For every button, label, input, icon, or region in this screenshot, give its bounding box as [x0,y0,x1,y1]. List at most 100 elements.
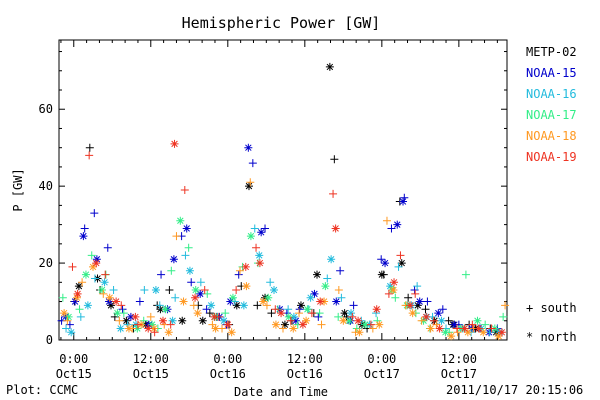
point-noaa-15-north [415,297,424,306]
point-noaa-16-south [266,278,275,287]
point-noaa-15-south [248,159,257,168]
point-noaa-17-north [176,216,185,225]
point-noaa-18-north [259,297,268,306]
point-noaa-18-north [211,324,220,333]
point-noaa-18-north [463,328,472,337]
point-noaa-19-south [468,320,477,329]
point-metp-02-south [205,309,214,318]
point-noaa-17-north [321,282,330,291]
point-noaa-19-north [92,259,101,268]
x-tick-date-label: Oct16 [287,367,323,381]
point-noaa-19-north [112,297,121,306]
legend-noaa-15: NOAA-15 [526,66,577,80]
point-metp-02-north [122,316,131,325]
point-noaa-17-south [391,293,400,302]
point-noaa-17-north [228,293,237,302]
point-noaa-19-north [422,312,431,321]
point-noaa-17-south [75,305,84,314]
point-noaa-18-south [317,320,326,329]
point-metp-02-north [178,316,187,325]
point-noaa-16-south [250,224,259,233]
x-tick-time-label: 0:00 [367,352,396,366]
point-noaa-17-south [499,312,508,321]
point-noaa-18-south [246,178,255,187]
point-noaa-15-south [90,209,99,218]
point-noaa-15-north [450,320,459,329]
point-noaa-17-south [334,312,343,321]
point-noaa-17-north [441,328,450,337]
legend-noaa-16: NOAA-16 [526,87,577,101]
point-noaa-18-north [105,293,114,302]
x-tick-time-label: 12:00 [133,352,169,366]
marker-legend-north: * north [526,330,577,344]
point-noaa-19-north [406,301,415,310]
marker-legend-south: + south [526,301,577,315]
x-tick-date-label: Oct15 [133,367,169,381]
point-noaa-15-south [135,297,144,306]
x-tick-time-label: 12:00 [441,352,477,366]
point-noaa-18-south [78,278,87,287]
point-noaa-19-north [354,316,363,325]
point-noaa-15-north [381,259,390,268]
point-metp-02-north [280,320,289,329]
point-noaa-18-south [115,316,124,325]
point-noaa-19-north [390,278,399,287]
point-noaa-19-south [452,324,461,333]
point-noaa-16-south [337,293,346,302]
point-noaa-19-south [396,251,405,260]
point-noaa-16-north [185,266,194,275]
point-noaa-15-north [244,143,253,152]
point-metp-02-north [198,316,207,325]
point-noaa-16-south [284,305,293,314]
point-noaa-19-south [180,186,189,194]
point-noaa-19-south [252,243,261,252]
point-metp-02-south [444,316,453,325]
point-noaa-19-south [117,301,126,310]
point-metp-02-north [156,305,165,314]
point-noaa-15-north [226,297,235,306]
x-axis: 0:00Oct1512:00Oct150:00Oct1612:00Oct160:… [56,40,498,381]
point-noaa-16-north [151,286,160,294]
chart-title: Hemispheric Power [GW] [182,14,381,32]
point-metp-02-north [74,282,83,291]
point-noaa-18-north [149,324,158,333]
point-noaa-19-south [429,316,438,325]
marker-legend: + south * north [526,301,577,344]
point-noaa-18-north [479,328,488,337]
point-noaa-17-north [246,232,255,241]
point-noaa-18-south [63,316,72,325]
point-noaa-18-north [227,328,236,337]
point-noaa-17-south [58,293,67,302]
point-metp-02-north [296,301,305,310]
point-noaa-15-north [182,224,191,233]
point-noaa-18-north [179,297,188,306]
point-noaa-15-north [105,297,114,306]
point-noaa-17-north [161,305,170,314]
point-noaa-17-north [191,286,200,294]
point-noaa-19-south [200,286,209,294]
point-noaa-15-south [314,312,323,321]
point-noaa-16-south [196,278,205,287]
x-tick-date-label: Oct16 [210,367,246,381]
point-noaa-18-north [375,320,384,329]
point-noaa-15-north [291,316,300,325]
y-tick-label: 0 [46,333,53,347]
point-noaa-17-north [345,316,354,325]
point-noaa-16-south [323,274,332,283]
point-noaa-15-north [257,228,266,237]
point-noaa-16-north [289,312,298,321]
point-metp-02-north [377,270,386,279]
point-metp-02-north [413,301,422,310]
point-noaa-19-south [384,289,393,298]
point-noaa-16-north [386,282,395,291]
point-noaa-19-north [158,316,167,325]
point-noaa-18-south [382,216,391,225]
plot-frame [58,39,508,341]
y-tick-label: 20 [39,256,53,270]
point-noaa-17-north [361,320,370,329]
point-noaa-19-north [191,293,200,302]
legend-metp-02: METP-02 [526,45,577,59]
point-noaa-19-north [144,324,153,333]
point-noaa-15-south [118,305,127,314]
point-noaa-17-south [167,266,176,275]
